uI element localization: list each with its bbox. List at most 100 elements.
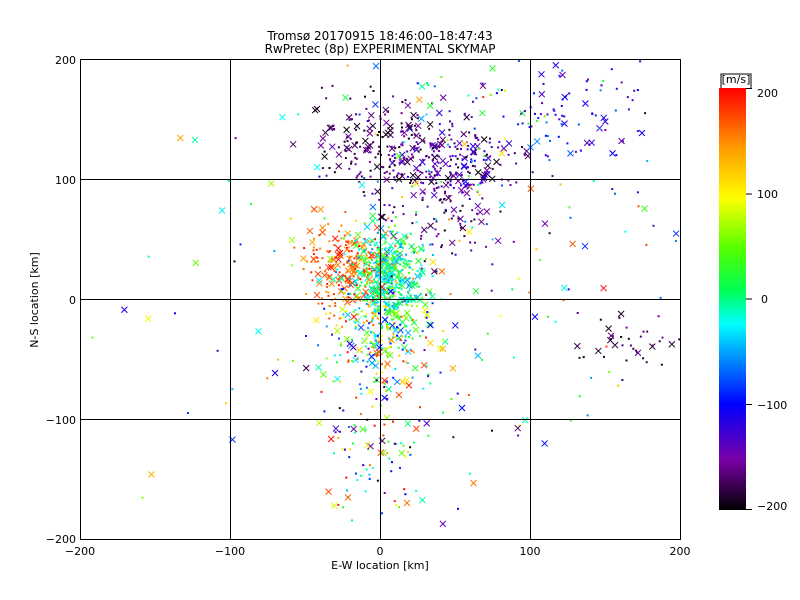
data-point-dot — [249, 202, 252, 205]
data-point-dot — [420, 181, 423, 184]
data-point-dot — [323, 150, 326, 153]
data-point-dot — [372, 90, 375, 92]
data-point-dot — [346, 64, 349, 67]
data-point-dot — [327, 294, 330, 297]
data-point-x — [363, 329, 371, 337]
data-point-x — [335, 151, 343, 158]
data-point-dot — [377, 274, 380, 277]
data-point-dot — [346, 241, 349, 244]
data-point-x — [372, 101, 379, 108]
data-point-x — [144, 315, 152, 323]
data-point-dot — [381, 363, 383, 366]
data-point-dot — [552, 108, 555, 111]
data-point-dot — [354, 163, 357, 166]
data-point-dot — [330, 260, 333, 263]
data-point-x — [368, 286, 376, 294]
data-point-dot — [441, 244, 443, 247]
data-point-dot — [366, 299, 369, 302]
data-point-dot — [373, 310, 376, 313]
data-point-dot — [393, 252, 396, 255]
data-point-x — [609, 150, 616, 157]
data-point-dot — [547, 315, 549, 318]
data-point-dot — [174, 312, 176, 315]
data-point-dot — [306, 260, 309, 263]
data-point-x — [552, 61, 560, 69]
data-point-dot — [582, 356, 585, 359]
data-point-dot — [327, 291, 330, 294]
data-point-dot — [450, 158, 452, 161]
data-point-dot — [334, 297, 337, 300]
data-point-dot — [383, 204, 386, 206]
data-point-dot — [227, 179, 230, 182]
data-point-dot — [384, 366, 387, 369]
data-point-dot — [365, 263, 367, 266]
data-point-x — [379, 232, 387, 240]
data-point-dot — [452, 214, 455, 217]
data-point-dot — [376, 287, 379, 290]
data-point-dot — [457, 166, 460, 169]
data-point-dot — [420, 237, 422, 240]
data-point-dot — [371, 248, 374, 251]
data-point-x — [374, 271, 382, 279]
data-point-x — [438, 268, 446, 275]
data-point-dot — [363, 284, 366, 287]
data-point-dot — [433, 217, 436, 220]
data-point-dot — [338, 317, 341, 320]
data-point-dot — [539, 113, 542, 116]
data-point-dot — [599, 318, 602, 321]
colorbar-tick-label: −100 — [757, 399, 787, 412]
data-point-dot — [359, 284, 362, 287]
data-point-dot — [313, 257, 316, 259]
data-point-dot — [328, 317, 331, 320]
data-point-dot — [435, 182, 438, 185]
data-point-dot — [460, 174, 463, 177]
data-point-dot — [345, 320, 347, 323]
data-point-dot — [386, 380, 388, 383]
data-point-dot — [471, 160, 473, 163]
data-point-dot — [365, 365, 368, 368]
data-point-dot — [333, 452, 335, 455]
data-point-x — [398, 158, 406, 166]
data-point-x — [439, 345, 447, 353]
data-point-x — [379, 233, 387, 241]
data-point-dot — [490, 289, 493, 292]
data-point-dot — [408, 271, 410, 274]
colorbar: [m/s] 200 100 0 −100 −200 — [719, 73, 787, 513]
data-point-dot — [429, 382, 432, 385]
data-point-dot — [366, 258, 369, 261]
data-point-x — [357, 269, 364, 276]
data-point-dot — [535, 248, 538, 251]
data-point-x — [375, 348, 383, 356]
data-point-dot — [627, 108, 630, 111]
data-point-dot — [333, 244, 336, 247]
data-point-dot — [338, 230, 341, 233]
data-point-dot — [328, 240, 331, 243]
data-point-x — [352, 242, 360, 250]
data-point-dot — [312, 237, 315, 240]
data-point-dot — [406, 349, 408, 352]
data-point-dot — [325, 325, 328, 328]
data-point-dot — [464, 156, 467, 159]
data-point-dot — [605, 345, 608, 348]
data-point-dot — [434, 167, 437, 170]
data-point-x — [395, 152, 403, 160]
data-point-dot — [392, 291, 395, 294]
data-point-dot — [615, 154, 618, 157]
data-point-x — [359, 425, 367, 433]
data-point-dot — [349, 293, 352, 296]
data-point-dot — [418, 419, 421, 422]
data-point-dot — [436, 170, 439, 173]
data-point-dot — [353, 152, 356, 155]
data-point-dot — [393, 153, 396, 156]
data-point-dot — [334, 256, 337, 259]
data-point-dot — [367, 240, 370, 243]
data-point-dot — [642, 357, 645, 360]
data-point-dot — [336, 361, 339, 364]
data-point-dot — [598, 127, 601, 130]
data-point-dot — [450, 138, 453, 141]
data-point-dot — [626, 96, 629, 99]
data-point-x — [427, 222, 434, 230]
data-point-dot — [141, 496, 144, 499]
data-point-dot — [467, 170, 470, 173]
data-point-x — [255, 327, 262, 335]
